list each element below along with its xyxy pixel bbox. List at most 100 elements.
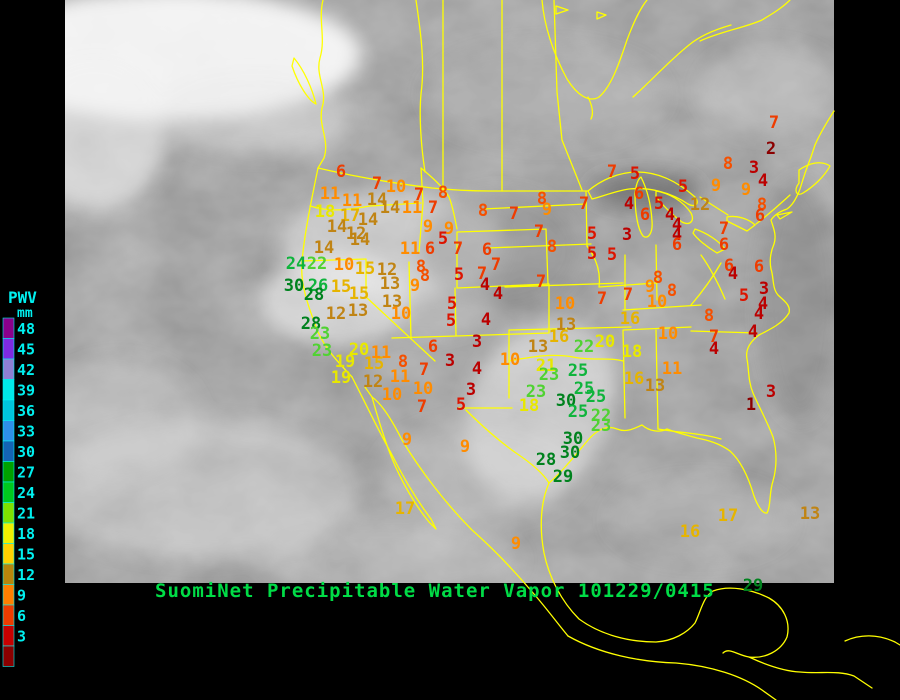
station-value: 9 [542,200,552,220]
station-value: 5 [607,245,617,265]
station-value: 5 [446,311,456,331]
station-value: 7 [769,113,779,133]
station-value: 6 [425,239,435,259]
station-value: 9 [645,277,655,297]
station-value: 11 [320,184,340,204]
station-value: 12 [326,304,346,324]
station-value: 25 [586,387,606,407]
station-value: 23 [310,324,330,344]
station-value: 15 [349,284,369,304]
map-outlines [291,0,900,700]
station-value: 8 [478,201,488,221]
station-value: 10 [391,304,411,324]
station-value: 8 [416,257,426,277]
station-value: 10 [334,255,354,275]
station-value: 8 [704,306,714,326]
legend-swatch [2,645,15,667]
station-value: 14 [358,210,378,230]
station-value: 4 [754,304,764,324]
station-value: 4 [472,359,482,379]
station-value: 16 [620,309,640,329]
station-value: 4 [748,322,758,342]
station-value: 22 [307,254,327,274]
station-value: 25 [568,361,588,381]
station-value: 5 [654,194,664,214]
station-value: 13 [528,337,548,357]
state-borders-east [622,244,758,440]
station-value: 24 [286,254,306,274]
station-value: 3 [466,380,476,400]
cuba-coast [844,635,900,646]
station-value: 7 [534,222,544,242]
station-value: 13 [382,292,402,312]
station-value: 11 [342,191,362,211]
station-value: 3 [749,158,759,178]
legend-swatch [2,338,15,360]
station-value: 13 [348,301,368,321]
station-value: 8 [653,268,663,288]
station-value: 18 [519,396,539,416]
station-value: 8 [420,266,430,286]
us-east-gulf-coast [548,144,816,514]
station-value: 23 [591,416,611,436]
station-value: 10 [386,177,406,197]
station-value: 14 [327,217,347,237]
station-value: 8 [537,189,547,209]
lake-huron [655,190,694,225]
station-value: 28 [536,450,556,470]
station-value: 7 [597,289,607,309]
station-value: 11 [390,367,410,387]
lake-ontario [726,215,756,232]
station-value: 13 [645,376,665,396]
coast-us-west [301,167,353,378]
station-value: 4 [709,339,719,359]
station-value: 6 [724,256,734,276]
legend-swatch [2,317,15,339]
station-value: 12 [346,224,366,244]
station-value: 16 [680,522,700,542]
station-value: 19 [335,352,355,372]
station-value: 4 [672,215,682,235]
station-value: 13 [380,274,400,294]
station-value: 22 [574,337,594,357]
legend-swatch [2,461,15,483]
station-value: 9 [410,276,420,296]
legend-value-label: 36 [17,402,35,420]
legend-swatch [2,584,15,606]
station-value: 7 [477,264,487,284]
station-value: 11 [400,239,420,259]
legend-title: PWV [8,288,37,307]
station-value: 7 [579,194,589,214]
cloud-masses [65,0,834,583]
legend-value-label: 33 [17,423,35,441]
nova-scotia [795,162,831,195]
station-value: 10 [647,292,667,312]
station-value: 4 [481,310,491,330]
station-value: 12 [363,372,383,392]
station-value: 28 [301,314,321,334]
legend-value-label: 12 [17,566,35,584]
station-value: 6 [336,162,346,182]
station-value: 9 [711,176,721,196]
station-value: 9 [741,180,751,200]
lake-erie [692,228,726,254]
station-value: 22 [591,406,611,426]
station-value: 25 [574,379,594,399]
station-value: 8 [757,195,767,215]
station-value: 3 [766,382,776,402]
station-value: 4 [480,275,490,295]
station-value: 1 [746,395,756,415]
legend-swatch [2,522,15,544]
station-value: 4 [672,225,682,245]
legend-value-label: 3 [17,628,26,646]
station-value: 8 [723,154,733,174]
legend-value-label: 27 [17,464,35,482]
station-value: 5 [454,265,464,285]
legend-value-label: 21 [17,505,35,523]
hudson-bay [541,0,648,120]
station-value: 29 [553,467,573,487]
st-lawrence [699,194,791,225]
legend-value-label: 30 [17,443,35,461]
station-value: 4 [665,205,675,225]
station-value: 8 [398,352,408,372]
